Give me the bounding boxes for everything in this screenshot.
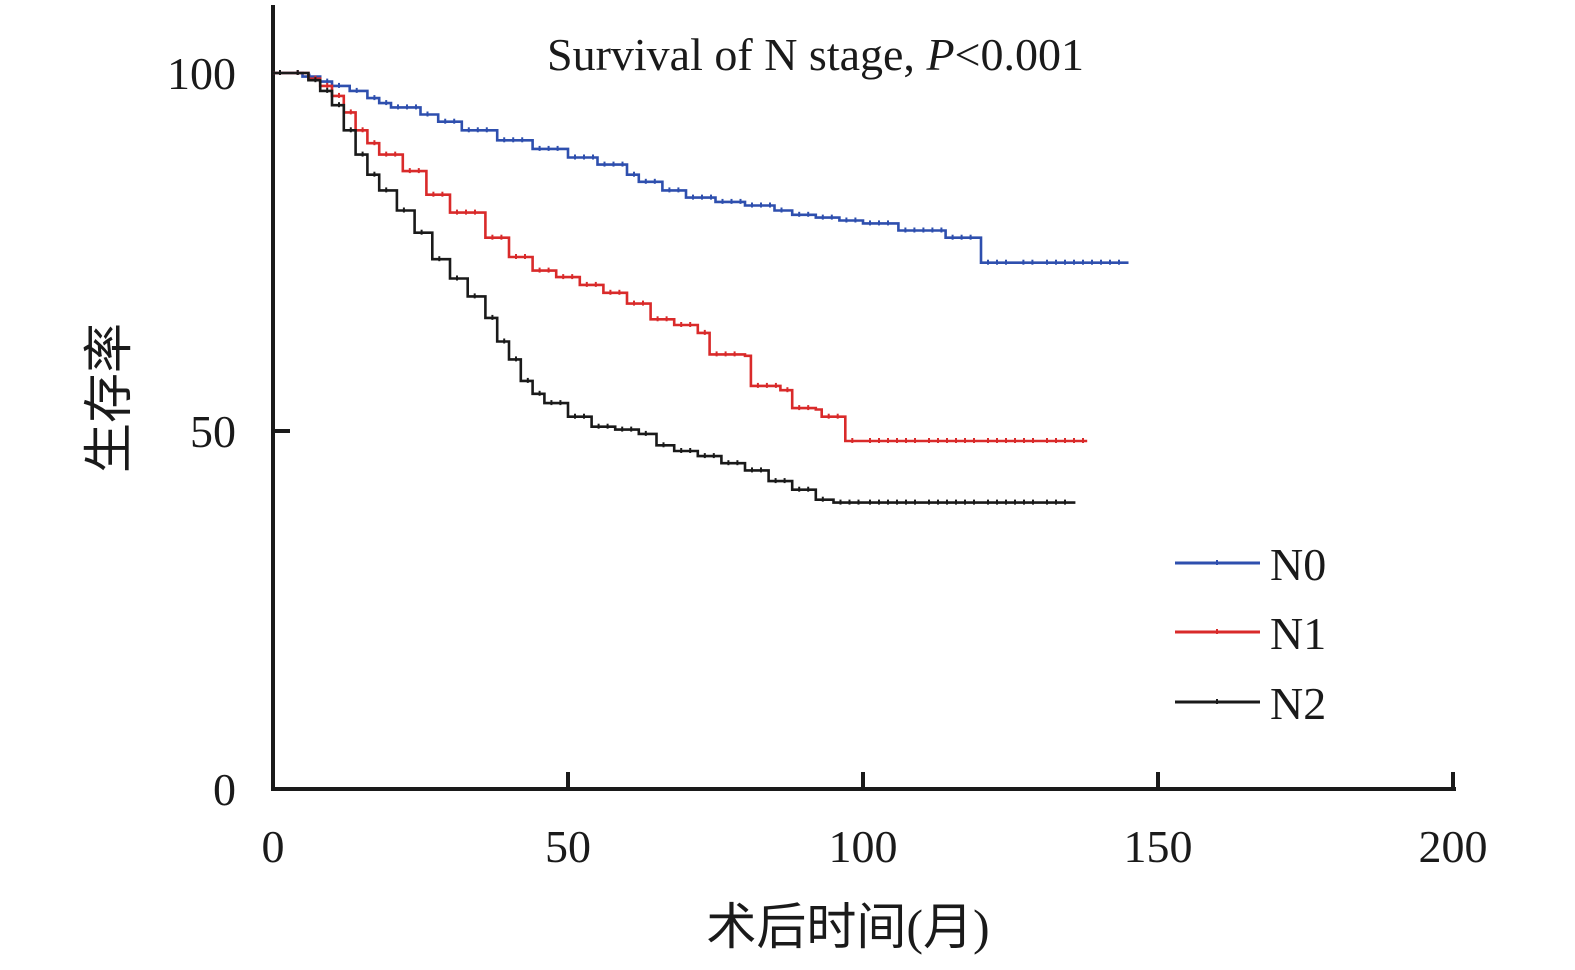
chart-title-p-value: <0.001 [955, 29, 1084, 80]
x-tick-label: 100 [829, 821, 898, 872]
x-axis-ticks: 0 50 100 150 200 [262, 772, 1488, 872]
legend: N0 N1 N2 [1175, 539, 1326, 729]
x-tick-label: 200 [1419, 821, 1488, 872]
y-axis-title: 生存率 [81, 323, 137, 473]
y-axis-ticks: 0 50 100 [167, 48, 290, 815]
censor-marks-n2 [279, 70, 1066, 505]
y-tick-label: 50 [190, 406, 236, 457]
legend-label-n1: N1 [1270, 608, 1326, 659]
censor-marks-n1 [279, 70, 1084, 443]
legend-label-n2: N2 [1270, 678, 1326, 729]
chart-title-main: Survival of N stage, [547, 29, 926, 80]
x-axis-title: 术后时间(月) [706, 899, 989, 955]
series-line-n0 [273, 71, 1129, 264]
x-tick-label: 150 [1124, 821, 1193, 872]
censor-marks-n0 [279, 70, 1120, 265]
chart-title: Survival of N stage, P<0.001 [547, 29, 1084, 80]
x-tick-label: 0 [262, 821, 285, 872]
y-tick-label: 0 [213, 764, 236, 815]
series-layer [273, 70, 1129, 505]
series-line-n2 [273, 71, 1076, 504]
x-tick-label: 50 [545, 821, 591, 872]
legend-label-n0: N0 [1270, 539, 1326, 590]
series-line-n1 [273, 71, 1088, 443]
chart-title-p-symbol: P [925, 29, 954, 80]
y-tick-label: 100 [167, 48, 236, 99]
